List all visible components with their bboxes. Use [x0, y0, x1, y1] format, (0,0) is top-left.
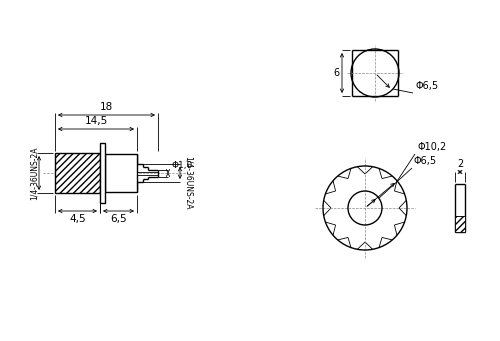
- Text: 2: 2: [457, 159, 463, 169]
- Polygon shape: [105, 154, 137, 192]
- Text: Φ6,5: Φ6,5: [415, 81, 438, 91]
- Text: 1/4-36UNS-2A: 1/4-36UNS-2A: [184, 156, 193, 210]
- Text: Φ10,2: Φ10,2: [417, 142, 446, 152]
- Text: Φ6,5: Φ6,5: [414, 156, 437, 166]
- Text: 6,5: 6,5: [110, 214, 127, 224]
- Polygon shape: [455, 216, 465, 232]
- Text: 4,5: 4,5: [69, 214, 86, 224]
- Text: Φ1,0: Φ1,0: [171, 161, 192, 170]
- Text: 6: 6: [333, 68, 339, 78]
- Polygon shape: [55, 153, 100, 193]
- Text: 14,5: 14,5: [84, 116, 108, 126]
- Text: 1/4-36UNS-2A: 1/4-36UNS-2A: [30, 146, 38, 200]
- Text: 18: 18: [100, 102, 113, 112]
- Polygon shape: [100, 143, 105, 203]
